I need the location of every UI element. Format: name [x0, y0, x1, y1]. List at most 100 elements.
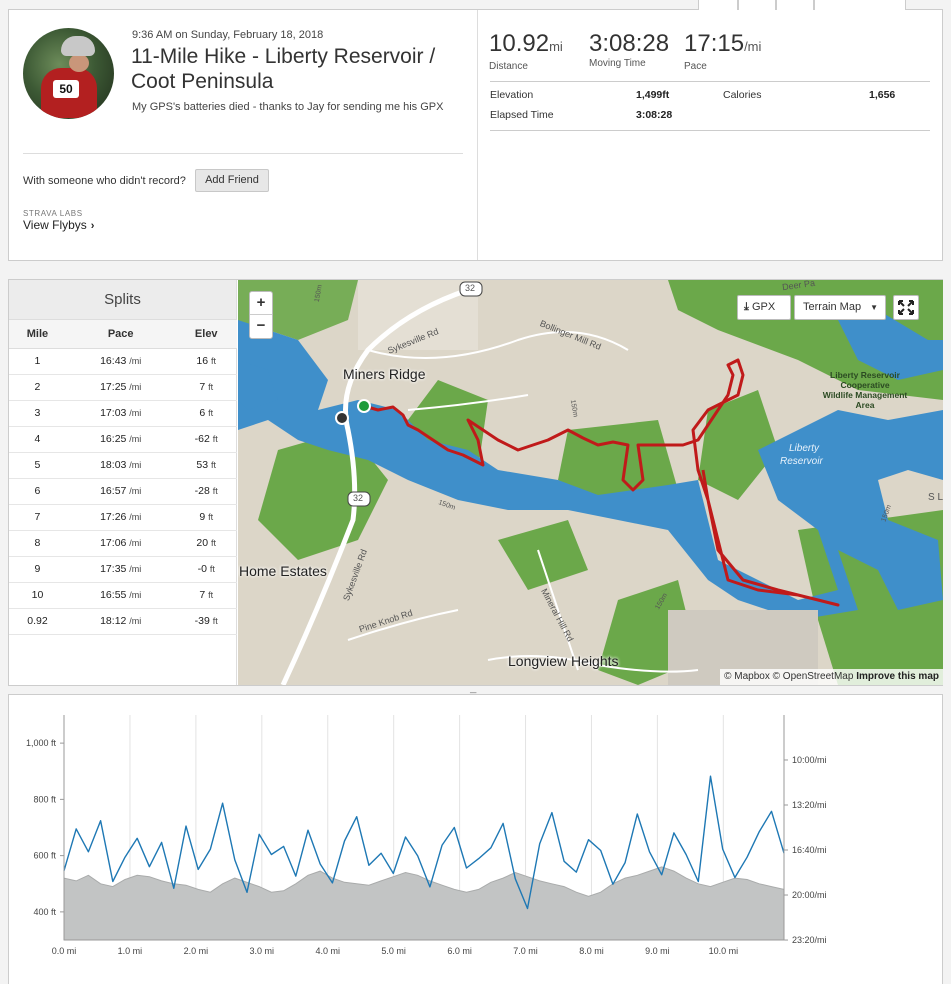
view-flybys-link[interactable]: View Flybys ›	[23, 218, 94, 232]
place-home-estates: Home Estates	[239, 563, 327, 579]
caret-down-icon: ▼	[870, 303, 879, 312]
split-pace-value: 17:03	[100, 407, 127, 419]
split-pace: 17:03 /mi	[65, 400, 176, 427]
moving-time-label: Moving Time	[589, 58, 646, 69]
split-mile: 4	[9, 426, 66, 453]
elevation-pace-chart[interactable]: 0.0 mi 1.0 mi 2.0 mi 3.0 mi 4.0 mi 5.0 mi 6.0 …	[8, 694, 943, 984]
split-elev-unit: ft	[212, 486, 218, 496]
zoom-out-button[interactable]: −	[256, 317, 266, 334]
x-tick-label: 10.0 mi	[709, 946, 739, 956]
splits-header-elev: Elev	[175, 320, 237, 349]
stats-divider-top	[490, 81, 930, 82]
split-elev: -28 ft	[175, 478, 237, 505]
split-elev-value: 53	[196, 459, 209, 471]
calories-value: 1,656	[869, 89, 896, 101]
distance-unit: mi	[549, 39, 563, 54]
split-elev-value: 16	[196, 355, 209, 367]
split-elev-unit: ft	[208, 590, 214, 600]
map-attribution: © Mapbox © OpenStreetMap Improve this ma…	[720, 669, 943, 685]
split-pace-value: 16:55	[100, 589, 127, 601]
x-tick-label: 2.0 mi	[184, 946, 209, 956]
split-mile: 9	[9, 556, 66, 583]
y-tick-label-right: 13:20/mi	[792, 800, 827, 810]
split-elev-value: 7	[199, 381, 206, 393]
tab-3[interactable]	[776, 0, 814, 10]
stats-divider-bottom	[490, 130, 930, 131]
pace-value: 17:15	[684, 30, 745, 57]
splits-table-panel: Splits Mile Pace Elev 1 16:43 /mi 16 ft 2 17…	[9, 280, 237, 685]
pace-unit: /mi	[744, 39, 762, 54]
park-label-line-4: Area	[855, 400, 875, 410]
resize-handle-icon[interactable]: ═	[470, 688, 477, 698]
y-tick-label-right: 10:00/mi	[792, 755, 827, 765]
attribution-mapbox[interactable]: © Mapbox	[724, 671, 770, 682]
attribution-improve[interactable]: Improve this map	[856, 671, 939, 682]
distance-value: 10.92	[489, 30, 550, 57]
split-elev-unit: ft	[208, 408, 214, 418]
split-elev-value: 7	[199, 589, 206, 601]
splits-table: Mile Pace Elev 1 16:43 /mi 16 ft 2 17:25 /mi…	[9, 320, 237, 635]
split-pace-value: 18:12	[100, 615, 127, 627]
tab-2[interactable]	[738, 0, 776, 10]
split-elev-unit: ft	[209, 564, 215, 574]
split-pace: 17:25 /mi	[65, 374, 176, 401]
split-elev-unit: ft	[212, 434, 218, 444]
split-mile: 10	[9, 582, 66, 609]
tab-1[interactable]	[698, 0, 738, 10]
avatar[interactable]: 50	[23, 28, 114, 119]
zoom-in-button[interactable]: +	[250, 292, 272, 315]
split-pace: 18:03 /mi	[65, 452, 176, 479]
fullscreen-icon	[898, 300, 914, 315]
split-elev-unit: ft	[208, 382, 214, 392]
split-elev: 7 ft	[175, 582, 237, 609]
place-miners-ridge: Miners Ridge	[343, 366, 426, 382]
split-pace: 16:25 /mi	[65, 426, 176, 453]
split-elev-unit: ft	[211, 356, 217, 366]
map-type-label: Terrain Map	[803, 301, 862, 313]
y-tick-label-right: 20:00/mi	[792, 890, 827, 900]
split-elev: -62 ft	[175, 426, 237, 453]
activity-summary: 50 9:36 AM on Sunday, February 18, 2018 …	[8, 10, 943, 261]
map-type-dropdown[interactable]: Terrain Map ▼	[794, 295, 886, 320]
add-friend-button[interactable]: Add Friend	[195, 169, 269, 192]
splits-row: 4 16:25 /mi -62 ft	[9, 426, 237, 453]
split-pace-value: 17:25	[100, 381, 127, 393]
view-flybys-label: View Flybys	[23, 218, 87, 232]
split-elev: -39 ft	[175, 608, 237, 635]
avatar-helmet	[61, 36, 95, 56]
split-pace: 16:57 /mi	[65, 478, 176, 505]
split-pace: 17:06 /mi	[65, 530, 176, 557]
gpx-label: GPX	[751, 301, 776, 313]
split-pace-unit: /mi	[129, 434, 142, 444]
elapsed-time-value: 3:08:28	[636, 109, 673, 121]
activity-timestamp: 9:36 AM on Sunday, February 18, 2018	[132, 29, 324, 41]
chevron-right-icon: ›	[90, 220, 95, 232]
y-tick-label-left: 800 ft	[33, 794, 56, 804]
splits-header-mile: Mile	[9, 320, 66, 349]
split-elev-unit: ft	[212, 616, 218, 626]
split-pace-unit: /mi	[129, 564, 142, 574]
route-map[interactable]: 32 32 Sykesville Rd Sykesville Rd Bollin…	[238, 280, 943, 685]
split-pace: 16:55 /mi	[65, 582, 176, 609]
elevation-label: Elevation	[490, 89, 534, 101]
fullscreen-button[interactable]	[893, 295, 919, 320]
x-tick-label: 7.0 mi	[513, 946, 538, 956]
split-elev: 53 ft	[175, 452, 237, 479]
tab-4[interactable]	[814, 0, 906, 10]
split-mile: 6	[9, 478, 66, 505]
splits-row: 9 17:35 /mi -0 ft	[9, 556, 237, 583]
avatar-face	[69, 54, 89, 72]
activity-title[interactable]: 11-Mile Hike - Liberty Reservoir / Coot …	[131, 45, 436, 93]
split-elev-unit: ft	[211, 460, 217, 470]
split-pace-unit: /mi	[129, 460, 142, 470]
split-elev-unit: ft	[211, 538, 217, 548]
y-tick-label-left: 1,000 ft	[26, 738, 57, 748]
stat-pace: 17:15/mi Pace	[684, 30, 762, 73]
stat-distance: 10.92mi Distance	[489, 30, 563, 73]
download-gpx-button[interactable]: ⤓ GPX	[737, 295, 791, 320]
attribution-osm[interactable]: © OpenStreetMap	[772, 671, 854, 682]
x-tick-label: 8.0 mi	[579, 946, 604, 956]
split-pace-value: 16:57	[100, 485, 127, 497]
splits-row: 7 17:26 /mi 9 ft	[9, 504, 237, 531]
split-pace: 18:12 /mi	[65, 608, 176, 635]
